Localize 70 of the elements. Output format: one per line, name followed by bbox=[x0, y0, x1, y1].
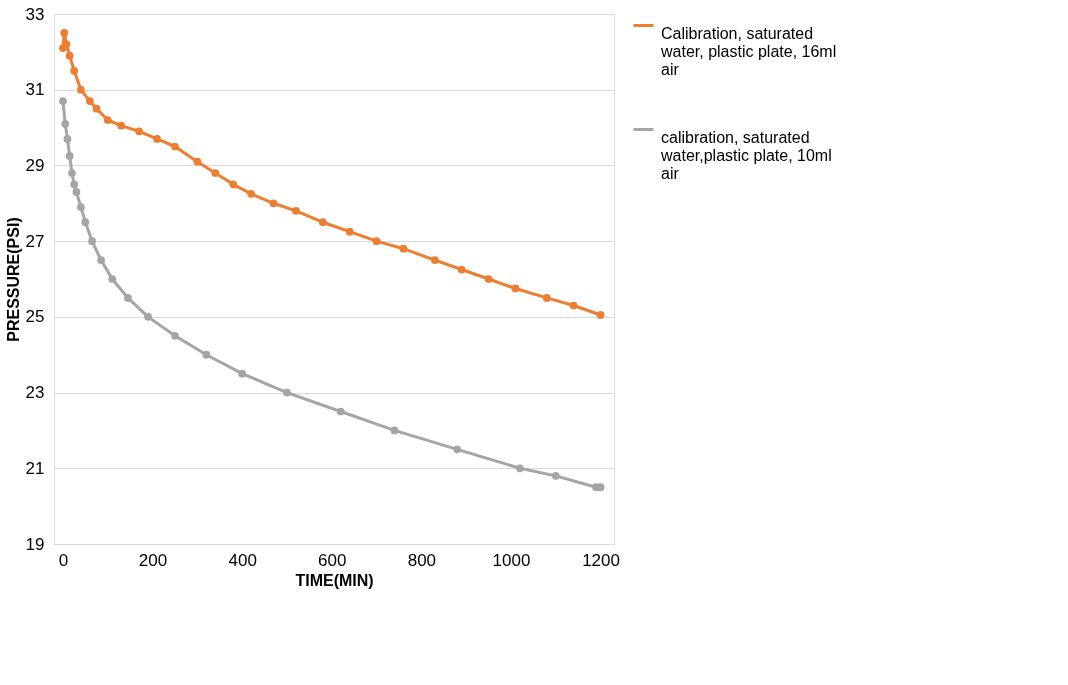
point bbox=[457, 265, 466, 274]
point bbox=[97, 256, 105, 264]
y-axis-title: PRESSURE(PSI) bbox=[4, 217, 22, 342]
point bbox=[390, 426, 399, 435]
point bbox=[269, 199, 278, 208]
legend-label: Calibration, saturated water, plastic plate, 16ml air bbox=[660, 24, 837, 78]
point bbox=[211, 169, 220, 177]
point bbox=[103, 116, 112, 124]
x-tick-label: 800 bbox=[407, 550, 437, 570]
point bbox=[345, 227, 354, 236]
point bbox=[81, 218, 90, 227]
point bbox=[59, 97, 67, 105]
point bbox=[551, 471, 560, 480]
point bbox=[77, 203, 85, 211]
point bbox=[171, 331, 179, 340]
y-tick-label: 21 bbox=[25, 458, 45, 478]
point bbox=[60, 29, 69, 37]
x-axis-title: TIME(MIN) bbox=[295, 571, 374, 589]
point bbox=[247, 189, 255, 198]
x-tick-label: 200 bbox=[138, 550, 168, 570]
point bbox=[135, 127, 143, 136]
point bbox=[430, 256, 439, 264]
point bbox=[70, 66, 79, 75]
point bbox=[65, 51, 74, 60]
y-tick-label: 19 bbox=[25, 534, 45, 554]
point bbox=[399, 244, 408, 253]
point bbox=[292, 206, 300, 215]
point bbox=[171, 142, 179, 151]
point bbox=[117, 121, 126, 130]
y-tick-label: 31 bbox=[25, 80, 45, 100]
point bbox=[569, 301, 578, 310]
point bbox=[596, 311, 605, 319]
y-tick-label: 27 bbox=[25, 231, 45, 251]
point bbox=[153, 135, 161, 143]
point bbox=[144, 312, 152, 321]
point bbox=[77, 85, 85, 94]
y-tick-label: 33 bbox=[25, 4, 45, 24]
y-tick-label: 23 bbox=[25, 383, 45, 403]
point bbox=[202, 350, 211, 359]
point bbox=[85, 97, 94, 105]
legend-label: calibration, saturated water,plastic plate, 10ml air bbox=[660, 128, 832, 182]
point bbox=[72, 188, 81, 196]
point bbox=[484, 275, 493, 283]
point bbox=[511, 284, 520, 293]
point bbox=[453, 445, 462, 454]
point bbox=[336, 407, 345, 416]
x-tick-label: 400 bbox=[228, 550, 257, 570]
point bbox=[70, 180, 79, 189]
point bbox=[516, 464, 524, 473]
y-tick-label: 29 bbox=[25, 155, 45, 175]
point bbox=[238, 369, 247, 378]
point bbox=[318, 218, 327, 227]
point bbox=[88, 237, 96, 246]
point bbox=[542, 294, 551, 302]
point bbox=[63, 135, 72, 143]
y-tick-label: 25 bbox=[25, 307, 45, 327]
point bbox=[108, 275, 117, 283]
point bbox=[283, 388, 291, 397]
point bbox=[65, 152, 74, 160]
point bbox=[92, 104, 101, 113]
x-tick-label: 1200 bbox=[582, 550, 620, 570]
x-tick-label: 600 bbox=[318, 550, 347, 570]
x-tick-label: 1000 bbox=[492, 550, 531, 570]
point bbox=[124, 294, 132, 302]
point bbox=[193, 157, 202, 166]
x-tick-label: 0 bbox=[58, 550, 69, 570]
point bbox=[229, 180, 238, 189]
point bbox=[61, 119, 70, 128]
point bbox=[68, 169, 76, 177]
point bbox=[372, 237, 381, 246]
